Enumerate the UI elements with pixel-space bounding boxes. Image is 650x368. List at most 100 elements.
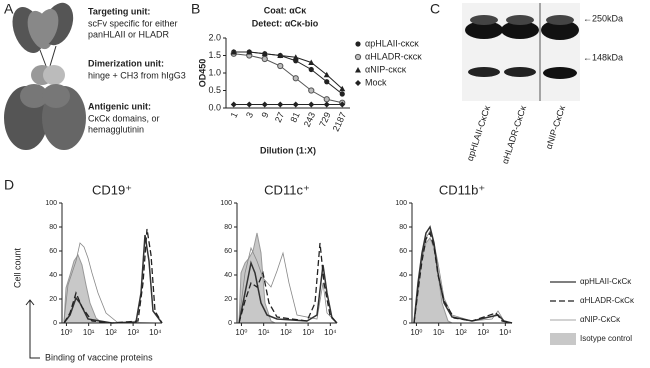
x-tick-label: 729 xyxy=(317,111,332,129)
x-tick-label: 1 xyxy=(229,111,240,120)
y-tick-label: 60 xyxy=(224,248,232,255)
x-tick-label: 10³ xyxy=(477,328,489,337)
marker xyxy=(230,101,237,108)
x-tick-label: 10¹ xyxy=(258,328,270,337)
x-tick-label: 10⁴ xyxy=(499,328,512,337)
isotype-histogram xyxy=(238,232,276,324)
legend-label: αNIP-cκcκ xyxy=(365,64,407,74)
series-line xyxy=(233,53,343,104)
unit-title: Antigenic unit: xyxy=(88,101,151,111)
shape xyxy=(468,67,500,77)
marker xyxy=(324,79,330,85)
axis-arrows xyxy=(25,299,40,359)
y-tick-label: 0.0 xyxy=(208,102,221,112)
shape xyxy=(20,84,48,108)
marker xyxy=(261,55,268,63)
x-tick-label: 10³ xyxy=(302,328,314,337)
y-tick-label: 20 xyxy=(49,296,57,303)
marker xyxy=(339,91,345,97)
hladr-histogram xyxy=(63,228,163,324)
y-tick-label: 40 xyxy=(49,272,57,279)
marker xyxy=(323,101,330,108)
marker xyxy=(354,53,362,61)
shape xyxy=(501,21,539,39)
marker xyxy=(355,67,361,73)
x-tick-label: 3 xyxy=(244,111,255,120)
shape xyxy=(543,67,577,79)
isotype-histogram xyxy=(413,237,453,324)
legend-label: Isotype control xyxy=(580,334,632,343)
x-tick-label: 9 xyxy=(260,111,271,120)
x-tick-label: 2187 xyxy=(331,111,349,133)
marker xyxy=(277,101,284,108)
marker xyxy=(323,96,330,103)
legend-label: αNIP-CκCκ xyxy=(580,315,621,324)
marker xyxy=(355,41,361,47)
x-tick-label: 27 xyxy=(273,111,286,124)
panel-title: CD11c⁺ xyxy=(264,182,310,197)
legend-label: Mock xyxy=(365,77,387,87)
shape xyxy=(42,84,70,108)
y-tick-label: 1.5 xyxy=(208,50,221,60)
unit-text: hemagglutinin xyxy=(88,124,144,134)
size-marker: ←148kDa xyxy=(583,52,623,62)
marker xyxy=(308,87,315,94)
panel-label: C xyxy=(430,1,440,17)
marker xyxy=(230,49,237,55)
y-axis-label: Cell count xyxy=(12,247,22,288)
unit-text: panHLAII or HLADR xyxy=(88,29,170,39)
y-tick-label: 0.5 xyxy=(208,85,221,95)
x-tick-label: 81 xyxy=(288,111,301,124)
y-tick-label: 100 xyxy=(395,200,407,207)
histogram-panel: CD19⁺ 0 20 40 60 80 100 10⁰ 10¹ 10² 10³ 10⁴ xyxy=(45,182,163,337)
y-tick-label: 1.0 xyxy=(208,67,221,77)
unit-title: Targeting unit: xyxy=(88,6,150,16)
y-tick-label: 2.0 xyxy=(208,32,221,42)
shape xyxy=(43,65,65,85)
marker xyxy=(292,101,299,108)
x-tick-label: 10² xyxy=(455,328,467,337)
x-tick-label: 10¹ xyxy=(433,328,445,337)
shape xyxy=(470,15,498,25)
shape xyxy=(541,20,579,40)
x-tick-label: 10³ xyxy=(127,328,139,337)
lane-label: αNIP-CκCκ xyxy=(544,104,568,151)
legend-label: αpHLAII-cκcκ xyxy=(365,38,419,48)
y-tick-label: 60 xyxy=(399,248,407,255)
marker xyxy=(246,101,253,108)
lane-label: αpHLAII-CκCκ xyxy=(465,104,492,162)
marker xyxy=(277,62,284,70)
marker xyxy=(308,101,315,108)
hladr-histogram xyxy=(238,242,338,324)
shape xyxy=(504,67,536,77)
x-axis-label: Dilution (1:X) xyxy=(260,145,316,155)
size-marker: ←250kDa xyxy=(583,13,623,23)
marker xyxy=(261,50,268,57)
marker xyxy=(339,101,346,108)
y-tick-label: 40 xyxy=(399,272,407,279)
y-tick-label: 80 xyxy=(224,224,232,231)
legend-label: αHLADR-cκcκ xyxy=(365,51,422,61)
marker xyxy=(355,80,361,86)
antibody-diagram xyxy=(4,2,86,150)
histogram-panel: CD11b⁺ 0 20 40 60 80 100 10⁰ 10¹ 10² 10³ 10⁴ xyxy=(395,182,513,337)
y-tick-label: 60 xyxy=(49,248,57,255)
panel-label: D xyxy=(4,177,14,193)
x-tick-label: 10² xyxy=(105,328,117,337)
y-tick-label: 20 xyxy=(224,296,232,303)
x-tick-label: 10⁰ xyxy=(60,328,72,337)
marker xyxy=(339,85,346,92)
shape xyxy=(39,49,47,67)
histograms: CD19⁺ 0 20 40 60 80 100 10⁰ 10¹ 10² 10³ 10⁴ CD11c⁺ 0 2… xyxy=(45,182,513,337)
axis xyxy=(225,38,350,109)
y-tick-label: 80 xyxy=(399,224,407,231)
y-tick-label: 80 xyxy=(49,224,57,231)
x-tick-label: 10⁴ xyxy=(149,328,162,337)
unit-text: hinge + CH3 from hIgG3 xyxy=(88,70,186,80)
y-tick-label: 0 xyxy=(228,320,232,327)
panel-label: A xyxy=(4,1,14,17)
y-tick-label: 40 xyxy=(224,272,232,279)
panel-title: CD19⁺ xyxy=(92,182,132,197)
